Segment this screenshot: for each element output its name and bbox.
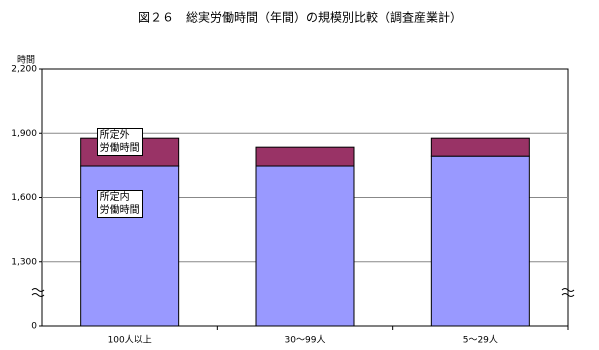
bar-segment xyxy=(255,146,355,167)
y-tick-label: 1,600 xyxy=(11,193,37,203)
y-tick-label: 2,200 xyxy=(11,65,37,75)
y-tick-label: 1,900 xyxy=(11,129,37,139)
x-tick-label: 5～29人 xyxy=(463,335,498,346)
bar-segment xyxy=(430,137,530,157)
y-axis-label: 時間 xyxy=(17,55,35,66)
axis-break xyxy=(31,288,45,297)
x-tick-label: 100人以上 xyxy=(108,335,152,346)
bar-segment xyxy=(430,155,530,327)
y-tick-label: 1,300 xyxy=(11,257,37,267)
bar-segment xyxy=(255,165,355,327)
axis-break xyxy=(561,288,575,297)
chart-title: 図２６ 総実労働時間（年間）の規模別比較（調査産業計） xyxy=(138,10,462,25)
series-label: 所定内 労働時間 xyxy=(96,190,143,219)
x-tick-label: 30～99人 xyxy=(285,335,326,346)
y-tick-label: 0 xyxy=(31,322,37,332)
series-label: 所定外 労働時間 xyxy=(96,128,143,157)
